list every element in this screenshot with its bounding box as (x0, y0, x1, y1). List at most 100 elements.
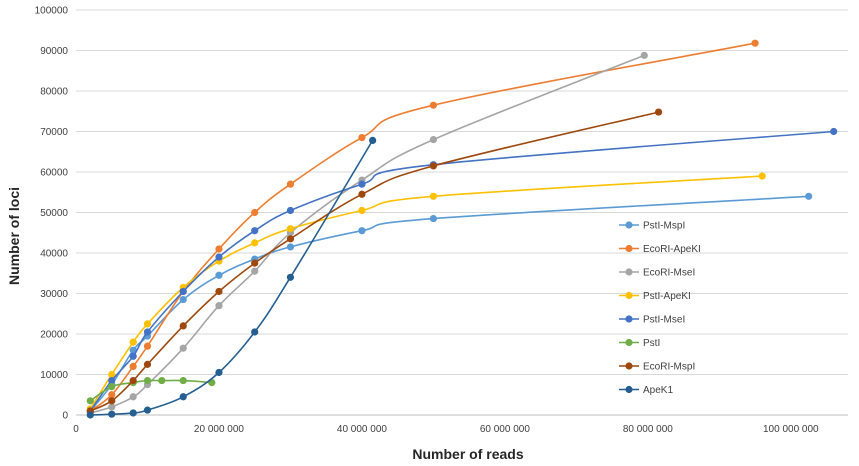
legend-label: PstI-ApeKI (643, 291, 691, 302)
data-point (143, 406, 152, 414)
legend-label: ApeK1 (643, 385, 673, 396)
data-point (358, 206, 366, 215)
series-ecori-msei (86, 51, 648, 417)
data-point (286, 225, 295, 233)
legend-label: EcoRI-MseI (643, 268, 695, 279)
data-point (108, 391, 116, 399)
data-point (358, 190, 366, 198)
y-axis-ticks: 0 10000 20000 30000 40000 50000 60000 70000 8000… (35, 6, 69, 422)
series-line (90, 139, 374, 416)
data-point (215, 245, 223, 253)
data-point (108, 376, 116, 385)
data-point (179, 295, 187, 304)
y-tick-label: 20000 (40, 330, 68, 341)
data-point (108, 370, 116, 379)
x-tick-label: 40 000 000 (337, 424, 387, 435)
data-point (86, 411, 94, 419)
legend-marker (625, 244, 633, 253)
data-point (179, 393, 187, 401)
data-point (286, 180, 295, 188)
x-tick-label: 60 000 000 (480, 424, 530, 435)
data-point (143, 320, 152, 328)
legend-item: PstI-MspI (619, 221, 685, 232)
x-tick-label: 0 (73, 424, 79, 435)
series-ecori-mspi (86, 108, 663, 415)
data-point (215, 368, 223, 377)
series-psti (86, 376, 216, 405)
y-tick-label: 90000 (40, 46, 68, 57)
data-point (129, 362, 137, 370)
data-point (143, 342, 152, 350)
y-tick-label: 10000 (40, 370, 68, 381)
data-point (429, 214, 438, 223)
x-axis-ticks: 0 20 000 000 40 000 000 60 000 000 80 000 00… (73, 424, 819, 435)
legend: PstI-MspI EcoRI-ApeKI EcoRI-MseI PstI-ApeKI… (619, 221, 701, 396)
y-axis-title: Number of loci (6, 187, 22, 285)
series-line (89, 111, 659, 412)
data-point (129, 338, 137, 346)
data-point (358, 133, 366, 142)
y-tick-label: 100000 (35, 6, 69, 17)
legend-item: EcoRI-ApeKI (619, 244, 701, 255)
series-apek1 (86, 136, 377, 419)
data-point (143, 376, 152, 385)
data-point (429, 136, 438, 144)
data-point (108, 383, 116, 391)
data-point (129, 409, 137, 417)
legend-label: PstI (643, 338, 660, 349)
data-point (108, 397, 116, 405)
legend-item: PstI (619, 338, 660, 349)
data-point (286, 243, 295, 251)
data-point (179, 287, 187, 296)
data-point (129, 346, 137, 354)
legend-item: EcoRI-MseI (619, 268, 695, 279)
data-point (179, 376, 187, 385)
legend-label: EcoRI-ApeKI (643, 244, 701, 255)
data-point (751, 39, 759, 47)
data-point (286, 206, 295, 215)
x-tick-label: 100 000 000 (763, 424, 819, 435)
legend-marker (625, 268, 633, 276)
y-tick-label: 60000 (40, 168, 68, 179)
data-point (179, 322, 187, 330)
series-line (89, 195, 809, 412)
data-point (251, 208, 259, 217)
data-point (640, 51, 648, 59)
data-point (758, 172, 766, 180)
data-point (429, 192, 438, 200)
data-point (251, 267, 259, 275)
data-point (215, 253, 223, 261)
legend-item: PstI-MseI (619, 315, 685, 326)
legend-marker (625, 221, 633, 229)
data-point (805, 192, 813, 200)
legend-marker (625, 385, 633, 394)
x-axis-title: Number of reads (412, 446, 523, 462)
y-tick-label: 50000 (40, 208, 68, 219)
series-line (90, 54, 645, 414)
data-point (654, 108, 663, 116)
data-point (830, 127, 838, 136)
series-group (86, 39, 838, 419)
y-tick-label: 80000 (40, 87, 68, 98)
data-point (108, 403, 116, 411)
data-point (129, 352, 137, 360)
y-tick-label: 0 (62, 411, 68, 422)
data-point (358, 180, 366, 188)
y-tick-label: 70000 (40, 127, 68, 138)
data-point (286, 273, 295, 281)
legend-marker (625, 291, 633, 300)
legend-marker (625, 338, 633, 347)
data-point (143, 360, 152, 368)
data-point (251, 328, 259, 336)
x-tick-label: 80 000 000 (623, 424, 673, 435)
data-point (251, 259, 259, 267)
y-tick-label: 30000 (40, 289, 68, 300)
data-point (215, 302, 223, 310)
legend-label: PstI-MspI (643, 221, 685, 232)
x-tick-label: 20 000 000 (194, 424, 244, 435)
data-point (143, 328, 152, 336)
legend-marker (625, 362, 633, 370)
data-point (86, 397, 94, 405)
data-point (158, 376, 166, 385)
legend-item: ApeK1 (619, 385, 673, 396)
